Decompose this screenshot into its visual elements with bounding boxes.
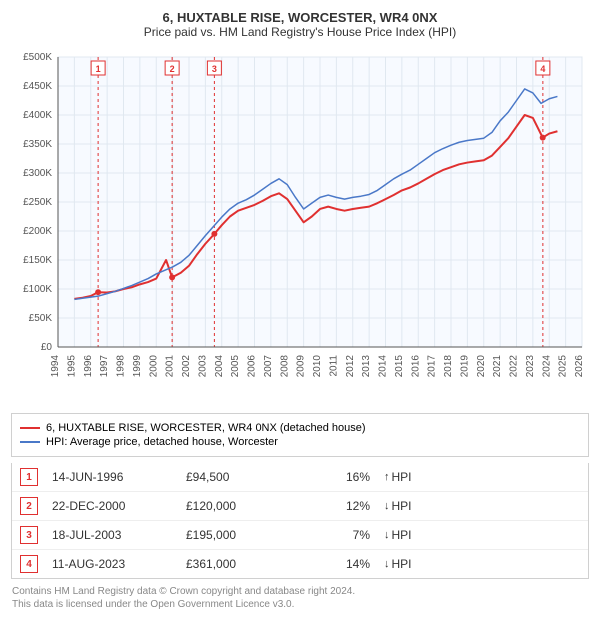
table-row: 4 11-AUG-2023 £361,000 14% ↓ HPI (12, 549, 588, 578)
svg-text:1997: 1997 (99, 355, 110, 378)
transaction-pct: 7% (310, 528, 370, 542)
svg-text:£300K: £300K (23, 168, 52, 179)
svg-text:2012: 2012 (345, 355, 356, 378)
svg-text:£450K: £450K (23, 81, 52, 92)
svg-text:£250K: £250K (23, 197, 52, 208)
legend-label: HPI: Average price, detached house, Worc… (46, 436, 278, 448)
svg-text:£500K: £500K (23, 52, 52, 63)
svg-text:2023: 2023 (525, 355, 536, 378)
price-chart: £0 £50K £100K £150K £200K £250K £300K £350K £400… (10, 47, 590, 407)
table-row: 1 14-JUN-1996 £94,500 16% ↑ HPI (12, 463, 588, 491)
svg-text:2001: 2001 (165, 355, 176, 378)
marker-badge: 2 (20, 497, 38, 515)
svg-text:2010: 2010 (312, 355, 323, 378)
marker-badge: 1 (20, 468, 38, 486)
transaction-hpi: ↓ HPI (384, 557, 412, 571)
svg-text:2003: 2003 (197, 355, 208, 378)
svg-text:2002: 2002 (181, 355, 192, 378)
svg-text:£50K: £50K (29, 313, 53, 324)
svg-text:2024: 2024 (541, 355, 552, 378)
svg-text:2014: 2014 (378, 355, 389, 378)
svg-text:2025: 2025 (558, 355, 569, 378)
transaction-hpi: ↓ HPI (384, 528, 412, 542)
svg-text:2011: 2011 (328, 355, 339, 377)
svg-text:2007: 2007 (263, 355, 274, 378)
svg-text:2015: 2015 (394, 355, 405, 378)
transaction-price: £94,500 (186, 470, 296, 484)
transaction-date: 22-DEC-2000 (52, 499, 172, 513)
svg-text:£200K: £200K (23, 226, 52, 237)
transaction-pct: 16% (310, 470, 370, 484)
table-row: 2 22-DEC-2000 £120,000 12% ↓ HPI (12, 491, 588, 520)
transaction-hpi: ↑ HPI (384, 470, 412, 484)
svg-text:£400K: £400K (23, 110, 52, 121)
transaction-date: 11-AUG-2023 (52, 557, 172, 571)
page-title: 6, HUXTABLE RISE, WORCESTER, WR4 0NX (10, 10, 590, 25)
svg-text:2: 2 (170, 64, 175, 74)
chart-svg: £0 £50K £100K £150K £200K £250K £300K £350K £400… (10, 47, 590, 407)
svg-text:2009: 2009 (296, 355, 307, 378)
svg-text:1: 1 (96, 64, 101, 74)
transaction-hpi: ↓ HPI (384, 499, 412, 513)
transaction-date: 14-JUN-1996 (52, 470, 172, 484)
transaction-pct: 14% (310, 557, 370, 571)
legend-label: 6, HUXTABLE RISE, WORCESTER, WR4 0NX (de… (46, 422, 366, 434)
svg-text:£350K: £350K (23, 139, 52, 150)
transaction-price: £195,000 (186, 528, 296, 542)
svg-text:2017: 2017 (427, 355, 438, 378)
transactions-table: 1 14-JUN-1996 £94,500 16% ↑ HPI 2 22-DEC-2000 £… (11, 463, 589, 579)
svg-text:2008: 2008 (279, 355, 290, 378)
svg-text:3: 3 (212, 64, 217, 74)
legend-swatch (20, 441, 40, 443)
page-subtitle: Price paid vs. HM Land Registry's House … (10, 25, 590, 39)
footnote-line: This data is licensed under the Open Gov… (12, 598, 588, 611)
legend-item: 6, HUXTABLE RISE, WORCESTER, WR4 0NX (de… (20, 422, 580, 434)
svg-text:2000: 2000 (148, 355, 159, 378)
svg-text:£150K: £150K (23, 255, 52, 266)
transaction-pct: 12% (310, 499, 370, 513)
svg-text:2016: 2016 (410, 355, 421, 378)
legend-item: HPI: Average price, detached house, Worc… (20, 436, 580, 448)
svg-text:2026: 2026 (574, 355, 585, 378)
svg-text:2013: 2013 (361, 355, 372, 378)
svg-text:£100K: £100K (23, 284, 52, 295)
marker-badge: 3 (20, 526, 38, 544)
transaction-price: £361,000 (186, 557, 296, 571)
legend: 6, HUXTABLE RISE, WORCESTER, WR4 0NX (de… (11, 413, 589, 457)
table-row: 3 18-JUL-2003 £195,000 7% ↓ HPI (12, 520, 588, 549)
legend-swatch (20, 427, 40, 429)
svg-text:2018: 2018 (443, 355, 454, 378)
svg-text:2022: 2022 (509, 355, 520, 378)
svg-text:4: 4 (540, 64, 545, 74)
svg-text:1994: 1994 (50, 355, 61, 378)
svg-text:2020: 2020 (476, 355, 487, 378)
svg-text:2021: 2021 (492, 355, 503, 378)
transaction-date: 18-JUL-2003 (52, 528, 172, 542)
svg-text:2004: 2004 (214, 355, 225, 378)
svg-text:2006: 2006 (247, 355, 258, 378)
transaction-price: £120,000 (186, 499, 296, 513)
svg-text:2019: 2019 (459, 355, 470, 378)
footnote: Contains HM Land Registry data © Crown c… (12, 585, 588, 611)
footnote-line: Contains HM Land Registry data © Crown c… (12, 585, 588, 598)
svg-text:1998: 1998 (116, 355, 127, 378)
svg-text:£0: £0 (41, 342, 53, 353)
svg-text:1996: 1996 (83, 355, 94, 378)
svg-text:1999: 1999 (132, 355, 143, 378)
marker-badge: 4 (20, 555, 38, 573)
svg-text:2005: 2005 (230, 355, 241, 378)
svg-text:1995: 1995 (66, 355, 77, 378)
